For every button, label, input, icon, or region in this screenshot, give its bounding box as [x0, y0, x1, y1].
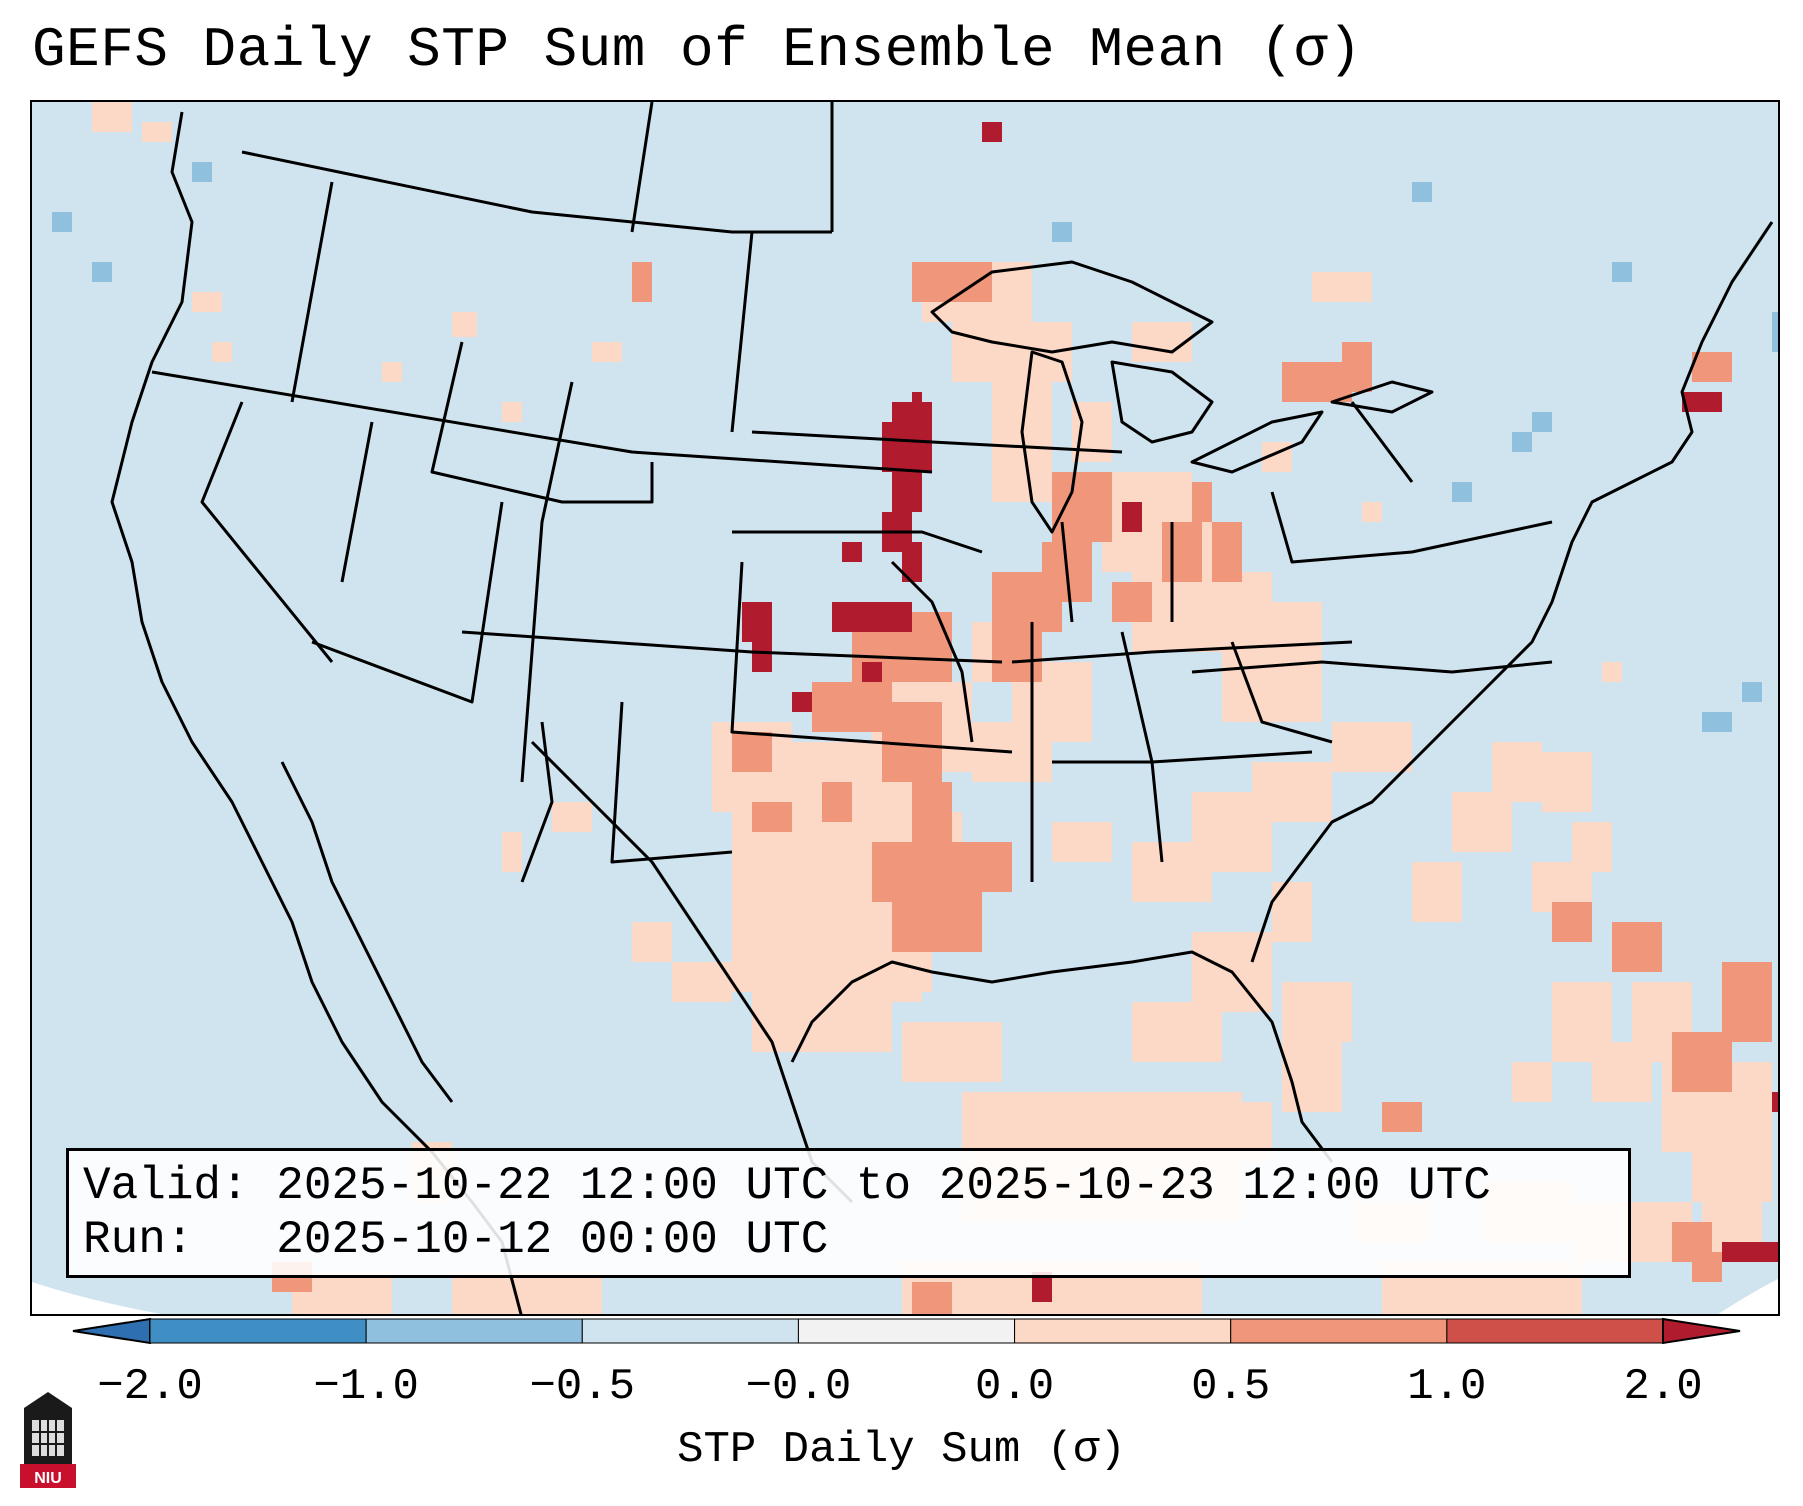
colorbar-label: STP Daily Sum (σ) — [677, 1425, 1126, 1475]
colorbar-tick-label: −1.0 — [313, 1362, 419, 1412]
colorbar-segment — [1230, 1318, 1448, 1344]
map-title: GEFS Daily STP Sum of Ensemble Mean (σ) — [32, 18, 1363, 82]
run-time-text: Run: 2025-10-12 00:00 UTC — [83, 1214, 829, 1266]
colorbar-tick-label: −0.0 — [745, 1362, 852, 1412]
map-panel — [30, 100, 1780, 1316]
colorbar-tick-label: 1.0 — [1407, 1362, 1487, 1412]
colorbar-tick-label: 2.0 — [1623, 1362, 1703, 1412]
colorbar-segment — [1014, 1318, 1232, 1344]
colorbar-segment — [797, 1318, 1016, 1344]
stp-cells-negative — [52, 162, 1778, 732]
colorbar-tick-label: −2.0 — [97, 1362, 203, 1412]
colorbar-tick-label: −0.5 — [529, 1362, 636, 1412]
stp-cells-strong — [742, 122, 1778, 1302]
colorbar — [72, 1317, 1741, 1345]
colorbar-extend-min — [72, 1317, 151, 1345]
boundaries — [110, 102, 1774, 1314]
niu-logo-text: NIU — [34, 1470, 62, 1487]
colorbar-tick-label: 0.0 — [974, 1362, 1055, 1412]
colorbar-segments — [149, 1318, 1664, 1344]
colorbar-segment — [149, 1318, 367, 1344]
colorbar-segment — [1446, 1318, 1664, 1344]
colorbar-tick-label: 0.5 — [1191, 1362, 1271, 1412]
colorbar-segment — [581, 1318, 799, 1344]
niu-logo: NIU — [20, 1392, 76, 1488]
validity-info-box: Valid: 2025-10-22 12:00 UTC to 2025-10-2… — [66, 1148, 1631, 1278]
valid-time-text: Valid: 2025-10-22 12:00 UTC to 2025-10-2… — [83, 1160, 1491, 1212]
colorbar-segment — [365, 1318, 583, 1344]
colorbar-extend-max — [1662, 1317, 1741, 1345]
conus-map — [32, 102, 1778, 1314]
